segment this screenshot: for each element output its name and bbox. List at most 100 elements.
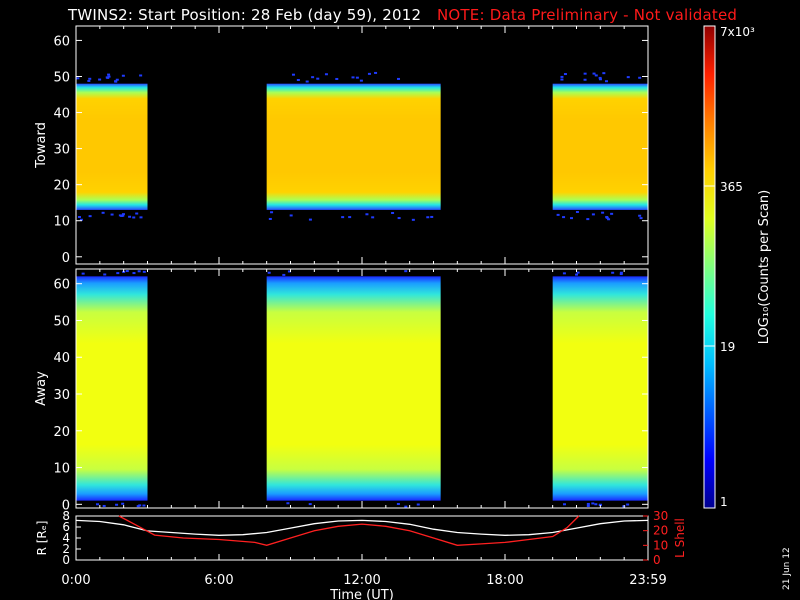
- noise-pixel: [396, 77, 400, 80]
- preliminary-note: NOTE: Data Preliminary - Not validated: [437, 6, 738, 24]
- noise-pixel: [583, 72, 587, 75]
- noise-pixel: [139, 74, 143, 77]
- x-tick-label: 6:00: [204, 573, 233, 588]
- panel-ylabel: Toward: [34, 122, 49, 169]
- noise-pixel: [397, 217, 401, 220]
- noise-pixel: [105, 76, 109, 79]
- data-interval-2: [266, 83, 441, 210]
- noise-pixel: [98, 78, 102, 81]
- heatmap-panel-toward: 0 10 20 30 40 50 60 Toward: [34, 25, 649, 266]
- noise-pixel: [142, 504, 146, 507]
- right-tick-label: 10: [653, 538, 668, 552]
- noise-pixel: [576, 271, 580, 274]
- noise-pixel: [594, 503, 598, 506]
- noise-pixel: [308, 503, 312, 506]
- colorbar-tick-label: 19: [720, 340, 735, 354]
- noise-pixel: [602, 72, 606, 75]
- noise-pixel: [626, 76, 630, 79]
- noise-pixel: [125, 270, 129, 273]
- x-tick-label: 0:00: [61, 573, 90, 588]
- noise-pixel: [114, 80, 118, 83]
- noise-pixel: [604, 80, 608, 83]
- noise-pixel: [282, 273, 286, 276]
- left-tick-label: 6: [62, 520, 70, 534]
- noise-pixel: [396, 502, 400, 505]
- noise-pixel: [586, 502, 590, 505]
- noise-pixel: [135, 212, 139, 215]
- noise-pixel: [88, 215, 92, 218]
- noise-pixel: [562, 503, 566, 506]
- left-tick-label: 0: [62, 553, 70, 567]
- noise-pixel: [583, 78, 587, 81]
- y-tick-label: 10: [53, 215, 70, 230]
- noise-pixel: [296, 78, 300, 81]
- noise-pixel: [404, 270, 408, 273]
- right-tick-label: 20: [653, 524, 668, 538]
- data-interval-3: [552, 276, 648, 501]
- noise-pixel: [121, 502, 125, 505]
- colorbar-tick-label: 7x10³: [720, 25, 755, 39]
- noise-pixel: [562, 272, 566, 275]
- noise-pixel: [563, 73, 567, 76]
- noise-pixel: [638, 76, 642, 79]
- colorbar-tick-label: 1: [720, 495, 728, 509]
- noise-pixel: [115, 503, 119, 506]
- data-interval-2: [266, 276, 441, 501]
- noise-pixel: [88, 77, 92, 80]
- x-axis-title: Time (UT): [329, 588, 394, 600]
- colorbar-label: LOG₁₀(Counts per Scan): [757, 190, 772, 345]
- y-tick-label: 50: [53, 70, 70, 85]
- noise-pixel: [341, 216, 345, 219]
- noise-pixel: [81, 272, 85, 275]
- noise-pixel: [110, 213, 114, 216]
- noise-pixel: [594, 74, 598, 77]
- noise-pixel: [103, 273, 107, 276]
- noise-pixel: [586, 218, 590, 221]
- noise-pixel: [121, 213, 125, 216]
- radius-line: [75, 519, 649, 536]
- y-tick-label: 20: [53, 425, 70, 440]
- noise-pixel: [351, 76, 355, 79]
- panel-ylabel: Away: [34, 371, 49, 406]
- y-tick-label: 50: [53, 314, 70, 329]
- noise-pixel: [619, 271, 623, 274]
- noise-pixel: [560, 75, 564, 78]
- noise-pixel: [77, 215, 81, 218]
- noise-pixel: [562, 216, 566, 219]
- noise-pixel: [638, 214, 642, 217]
- noise-pixel: [570, 217, 574, 220]
- noise-pixel: [391, 211, 395, 214]
- y-tick-label: 40: [53, 351, 70, 366]
- generation-date: 21 Jun 12: [782, 547, 792, 590]
- noise-pixel: [287, 270, 291, 273]
- noise-pixel: [426, 216, 430, 219]
- y-tick-label: 40: [53, 107, 70, 122]
- noise-pixel: [575, 210, 579, 213]
- data-interval-1: [76, 83, 148, 210]
- noise-pixel: [136, 505, 140, 508]
- noise-pixel: [371, 216, 375, 219]
- left-tick-label: 2: [62, 542, 70, 556]
- noise-pixel: [101, 211, 105, 214]
- noise-pixel: [137, 270, 141, 273]
- noise-pixel: [592, 72, 596, 75]
- noise-pixel: [586, 504, 590, 507]
- noise-pixel: [610, 212, 614, 215]
- noise-pixel: [355, 76, 359, 79]
- noise-pixel: [286, 502, 290, 505]
- orbit-right-ylabel: L Shell: [673, 518, 687, 558]
- noise-pixel: [416, 503, 420, 506]
- noise-pixel: [76, 77, 80, 80]
- colorbar-scale: [703, 25, 716, 509]
- x-tick-label: 23:59: [629, 573, 666, 588]
- noise-pixel: [348, 216, 352, 219]
- right-tick-label: 30: [653, 509, 668, 523]
- data-interval-1: [76, 276, 148, 501]
- noise-pixel: [611, 271, 615, 274]
- noise-pixel: [607, 218, 611, 221]
- y-tick-label: 10: [53, 462, 70, 477]
- noise-pixel: [79, 218, 83, 221]
- noise-pixel: [324, 73, 328, 76]
